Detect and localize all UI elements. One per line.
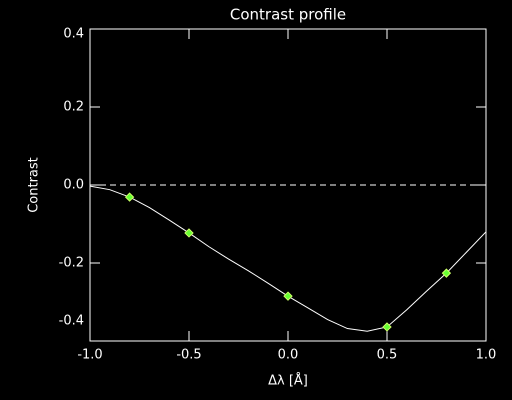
curve	[89, 185, 487, 332]
y-axis-label: Contrast	[27, 157, 42, 213]
data-marker	[283, 291, 293, 301]
data-marker	[441, 268, 452, 278]
data-marker	[124, 192, 135, 202]
data-marker	[382, 322, 392, 332]
x-axis-label: Δλ [Å]	[268, 373, 308, 389]
y-tick-label: -0.4	[59, 314, 84, 329]
x-tick-label: 1.0	[476, 348, 497, 363]
y-tick-label: 0.2	[63, 100, 84, 115]
chart-title: Contrast profile	[230, 6, 346, 24]
y-tick-label: 0.4	[63, 27, 84, 42]
x-tick-label: 0.0	[278, 348, 299, 363]
y-tick-label: 0.0	[63, 178, 84, 193]
data-marker	[184, 228, 194, 238]
x-tick-label: -0.5	[176, 348, 201, 363]
x-tick-label: 0.5	[377, 348, 398, 363]
y-tick-label: -0.2	[59, 256, 84, 271]
x-tick-label: -1.0	[77, 348, 102, 363]
